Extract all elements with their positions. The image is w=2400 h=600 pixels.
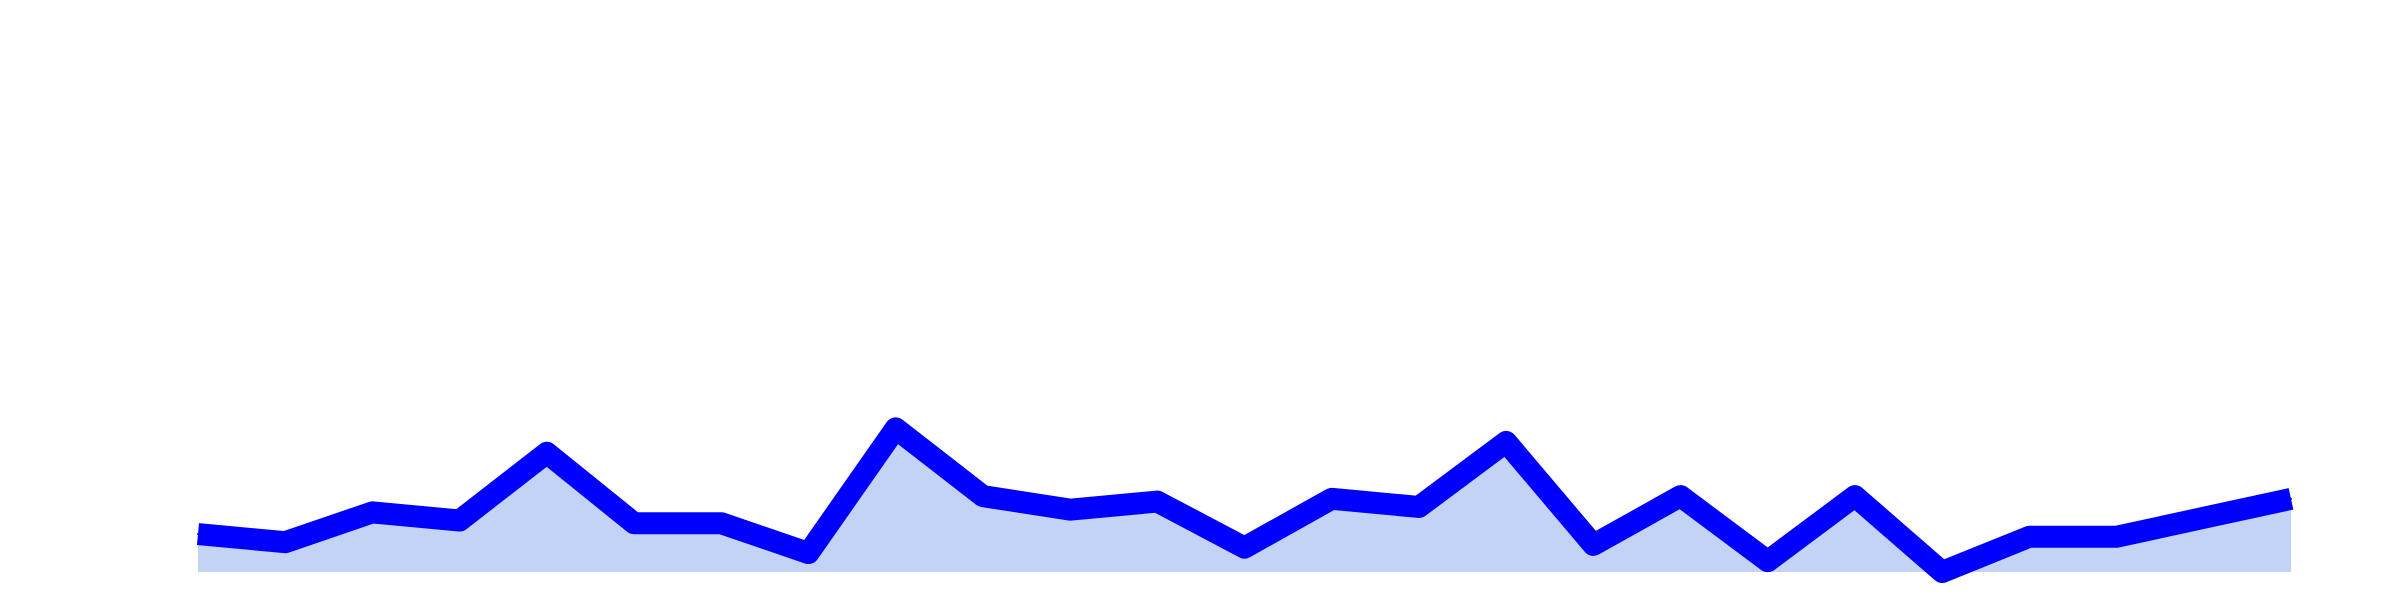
data-point bbox=[1941, 571, 1944, 573]
series-area-fill bbox=[198, 428, 2291, 572]
area-fill-layer bbox=[198, 428, 2291, 572]
data-point bbox=[371, 511, 374, 514]
data-point bbox=[1853, 495, 1856, 498]
data-point bbox=[2202, 516, 2205, 519]
data-point bbox=[458, 519, 461, 522]
data-point bbox=[545, 451, 548, 454]
data-point bbox=[1156, 500, 1159, 503]
data-point bbox=[1505, 440, 1508, 443]
data-point bbox=[2290, 497, 2292, 500]
data-point bbox=[894, 427, 897, 430]
data-point bbox=[1766, 560, 1769, 563]
data-point bbox=[633, 522, 636, 525]
data-point bbox=[1330, 497, 1333, 500]
data-point bbox=[1679, 495, 1682, 498]
data-point bbox=[2115, 535, 2118, 538]
data-point bbox=[1417, 505, 1420, 508]
data-point bbox=[197, 533, 199, 536]
data-point bbox=[1592, 543, 1595, 546]
data-point bbox=[284, 541, 287, 544]
data-point bbox=[720, 522, 723, 525]
data-point bbox=[1243, 546, 1246, 549]
data-point bbox=[2028, 535, 2031, 538]
data-point bbox=[807, 552, 810, 555]
data-point bbox=[981, 495, 984, 498]
data-point bbox=[1069, 508, 1072, 511]
point-layer bbox=[197, 427, 2292, 573]
